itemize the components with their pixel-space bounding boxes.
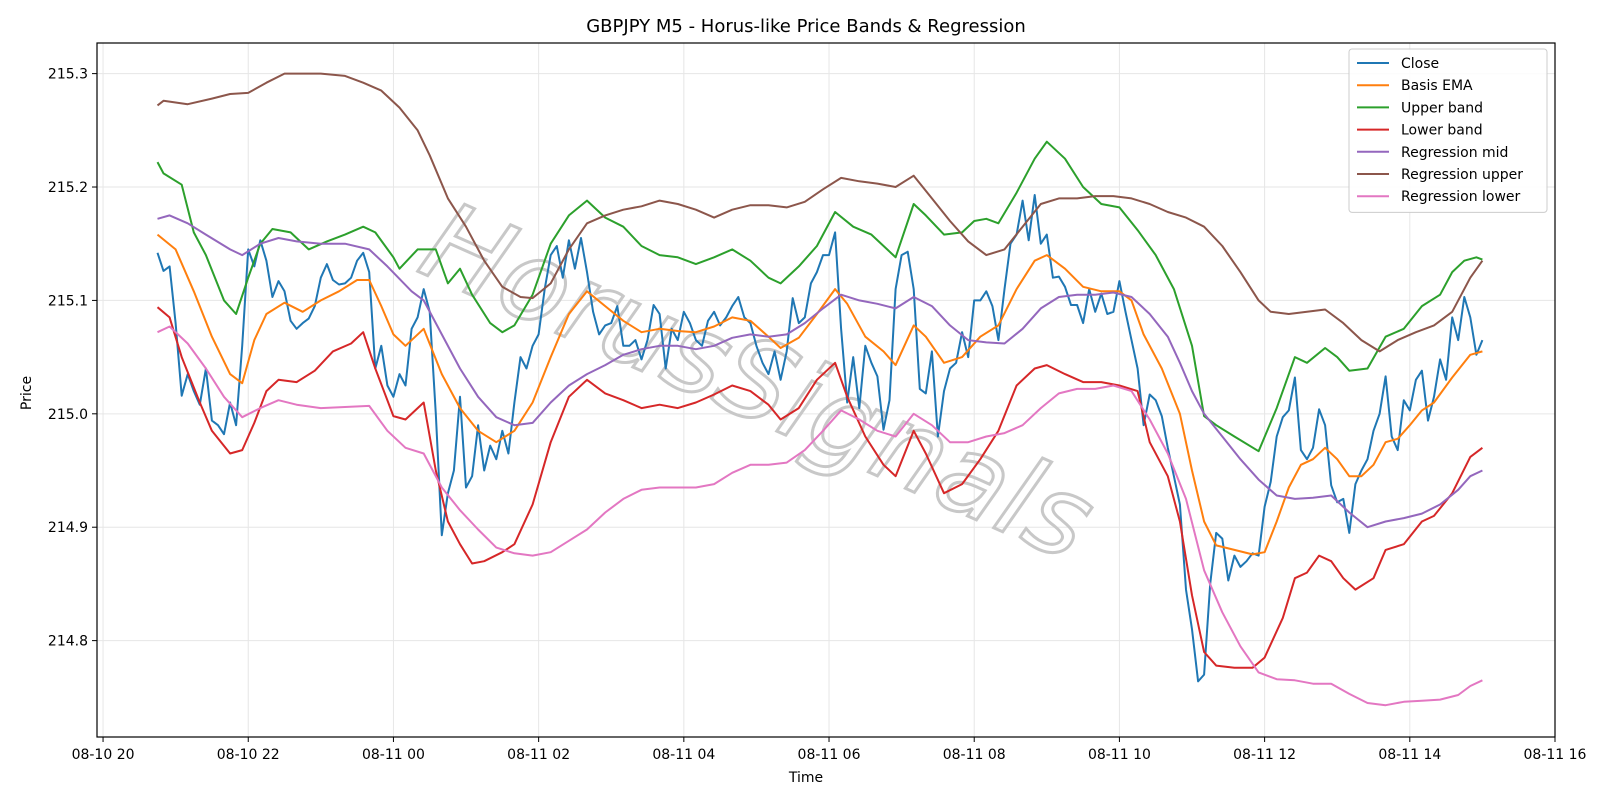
series-line-upper-band [156,140,1483,453]
x-tick-label: 08-11 10 [1088,747,1151,763]
y-tick-label: 215.3 [48,67,88,83]
x-tick-label: 08-11 04 [652,747,715,763]
legend-label: Regression mid [1401,145,1508,161]
y-axis: 214.8 214.9 215.0 215.1 215.2 215.3 [48,67,97,650]
chart-title: GBPJPY M5 - Horus-like Price Bands & Reg… [586,16,1026,37]
y-tick-label: 215.0 [48,407,88,423]
y-tick-label: 215.1 [48,293,88,309]
legend-label: Upper band [1401,100,1483,116]
series-line-regression-lower [157,325,1483,707]
x-tick-label: 08-11 00 [362,747,425,763]
plot-frame [96,42,1556,738]
x-tick-label: 08-11 06 [798,747,861,763]
series-layer [156,72,1484,707]
legend-label: Close [1401,56,1439,72]
x-tick-label: 08-11 14 [1378,747,1441,763]
y-tick-label: 215.2 [48,180,88,196]
x-tick-label: 08-10 22 [217,747,280,763]
series-line-regression-mid [157,214,1483,529]
y-tick-label: 214.9 [48,520,88,536]
series-line-basis-ema [156,233,1483,556]
legend-label: Lower band [1401,123,1483,139]
x-tick-label: 08-11 08 [943,747,1006,763]
legend: Close Basis EMA Upper band Lower band Regres… [1348,48,1548,213]
legend-label: Regression upper [1401,167,1523,183]
series-line-regression-upper [156,72,1484,353]
y-axis-label: Price [19,376,35,410]
legend-label: Basis EMA [1401,78,1473,94]
series-line-lower-band [156,306,1484,669]
x-tick-label: 08-11 16 [1524,747,1587,763]
x-tick-label: 08-11 12 [1233,747,1296,763]
x-tick-label: 08-10 20 [72,747,135,763]
legend-label: Regression lower [1401,189,1521,205]
x-axis-label: Time [788,770,823,786]
x-tick-label: 08-11 02 [507,747,570,763]
x-axis: 08-10 20 08-10 22 08-11 00 08-11 02 08-11 04… [72,737,1587,763]
legend-box [1348,48,1548,213]
series-line-close [156,194,1484,683]
y-tick-label: 214.8 [48,634,88,650]
